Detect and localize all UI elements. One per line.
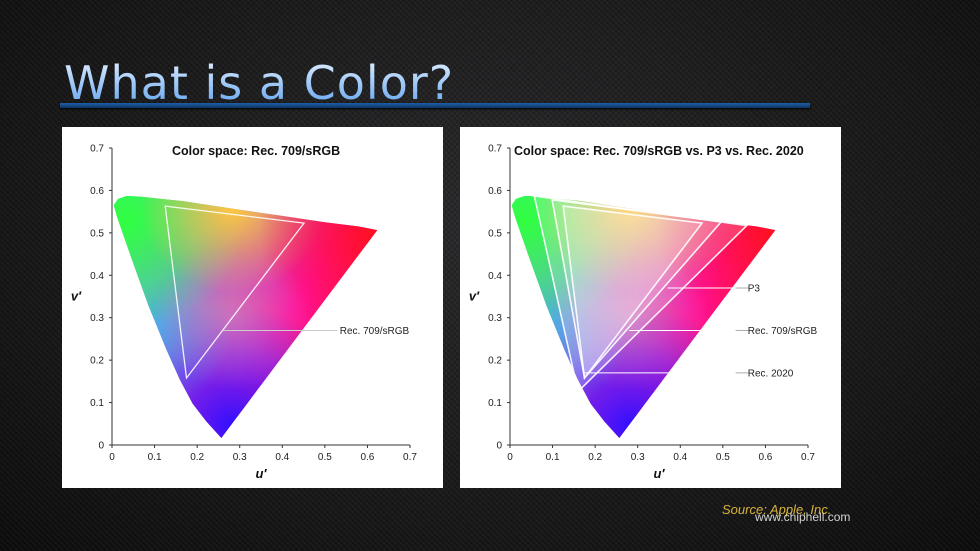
x-tick-label: 0.7 bbox=[801, 452, 815, 463]
y-tick-label: 0.6 bbox=[488, 186, 502, 197]
y-tick-label: 0.4 bbox=[90, 271, 104, 282]
x-tick-label: 0.2 bbox=[190, 452, 204, 463]
y-tick-label: 0.5 bbox=[488, 228, 502, 239]
chart-title: Color space: Rec. 709/sRGB bbox=[172, 144, 340, 158]
legend-label: Rec. 709/sRGB bbox=[340, 326, 410, 337]
x-tick-label: 0.4 bbox=[275, 452, 289, 463]
y-tick-label: 0.2 bbox=[488, 356, 502, 367]
y-tick-label: 0.4 bbox=[488, 271, 502, 282]
title-rule bbox=[60, 103, 810, 108]
y-tick-label: 0.3 bbox=[488, 313, 502, 324]
x-axis-label: u′ bbox=[653, 466, 665, 481]
y-tick-label: 0.6 bbox=[90, 186, 104, 197]
x-tick-label: 0.3 bbox=[233, 452, 247, 463]
x-tick-label: 0 bbox=[507, 452, 513, 463]
y-axis-label: v′ bbox=[71, 289, 82, 304]
x-tick-label: 0.5 bbox=[318, 452, 332, 463]
source-note: Source: Apple, Inc. bbox=[722, 502, 832, 517]
y-tick-label: 0.1 bbox=[90, 398, 104, 409]
x-tick-label: 0 bbox=[109, 452, 115, 463]
x-tick-label: 0.6 bbox=[360, 452, 374, 463]
x-tick-label: 0.1 bbox=[148, 452, 162, 463]
y-tick-label: 0.5 bbox=[90, 228, 104, 239]
y-tick-label: 0.3 bbox=[90, 313, 104, 324]
chart-panel: 0 0.1 0.2 0.3 0.4 0.5 0.6 0.7 0 0.1 0.2 0.3 0.4 0.5 0.… bbox=[62, 127, 443, 488]
x-axis-label: u′ bbox=[255, 466, 267, 481]
x-tick-label: 0.5 bbox=[716, 452, 730, 463]
y-tick-label: 0.7 bbox=[90, 144, 104, 155]
x-tick-label: 0.4 bbox=[673, 452, 687, 463]
x-tick-label: 0.6 bbox=[758, 452, 772, 463]
watermark: www.chiphell.com bbox=[755, 510, 851, 524]
chart-title: Color space: Rec. 709/sRGB vs. P3 vs. Re… bbox=[514, 144, 804, 158]
gamut-triangle bbox=[551, 198, 723, 380]
x-tick-label: 0.3 bbox=[631, 452, 645, 463]
x-tick-label: 0.2 bbox=[588, 452, 602, 463]
y-tick-label: 0 bbox=[496, 441, 502, 452]
legend-label: Rec. 709/sRGB bbox=[748, 326, 818, 337]
gamut-triangle bbox=[562, 205, 704, 381]
gamut-triangle bbox=[164, 205, 306, 380]
legend-label: Rec. 2020 bbox=[748, 368, 794, 379]
y-tick-label: 0.7 bbox=[488, 144, 502, 155]
chart: 0 0.1 0.2 0.3 0.4 0.5 0.6 0.7 0 0.1 0.2 0.3 0.4 0.5 0.… bbox=[469, 144, 818, 482]
chart-panel: 0 0.1 0.2 0.3 0.4 0.5 0.6 0.7 0 0.1 0.2 0.3 0.4 0.5 0.… bbox=[460, 127, 841, 488]
chart: 0 0.1 0.2 0.3 0.4 0.5 0.6 0.7 0 0.1 0.2 0.3 0.4 0.5 0.… bbox=[71, 144, 418, 482]
x-tick-label: 0.1 bbox=[546, 452, 560, 463]
slide-title: What is a Color? bbox=[64, 56, 455, 110]
y-axis-label: v′ bbox=[469, 289, 480, 304]
x-tick-label: 0.7 bbox=[403, 452, 417, 463]
locus-fill bbox=[113, 195, 378, 438]
legend-label: P3 bbox=[748, 284, 761, 295]
y-tick-label: 0 bbox=[98, 441, 104, 452]
y-tick-label: 0.2 bbox=[90, 356, 104, 367]
y-tick-label: 0.1 bbox=[488, 398, 502, 409]
